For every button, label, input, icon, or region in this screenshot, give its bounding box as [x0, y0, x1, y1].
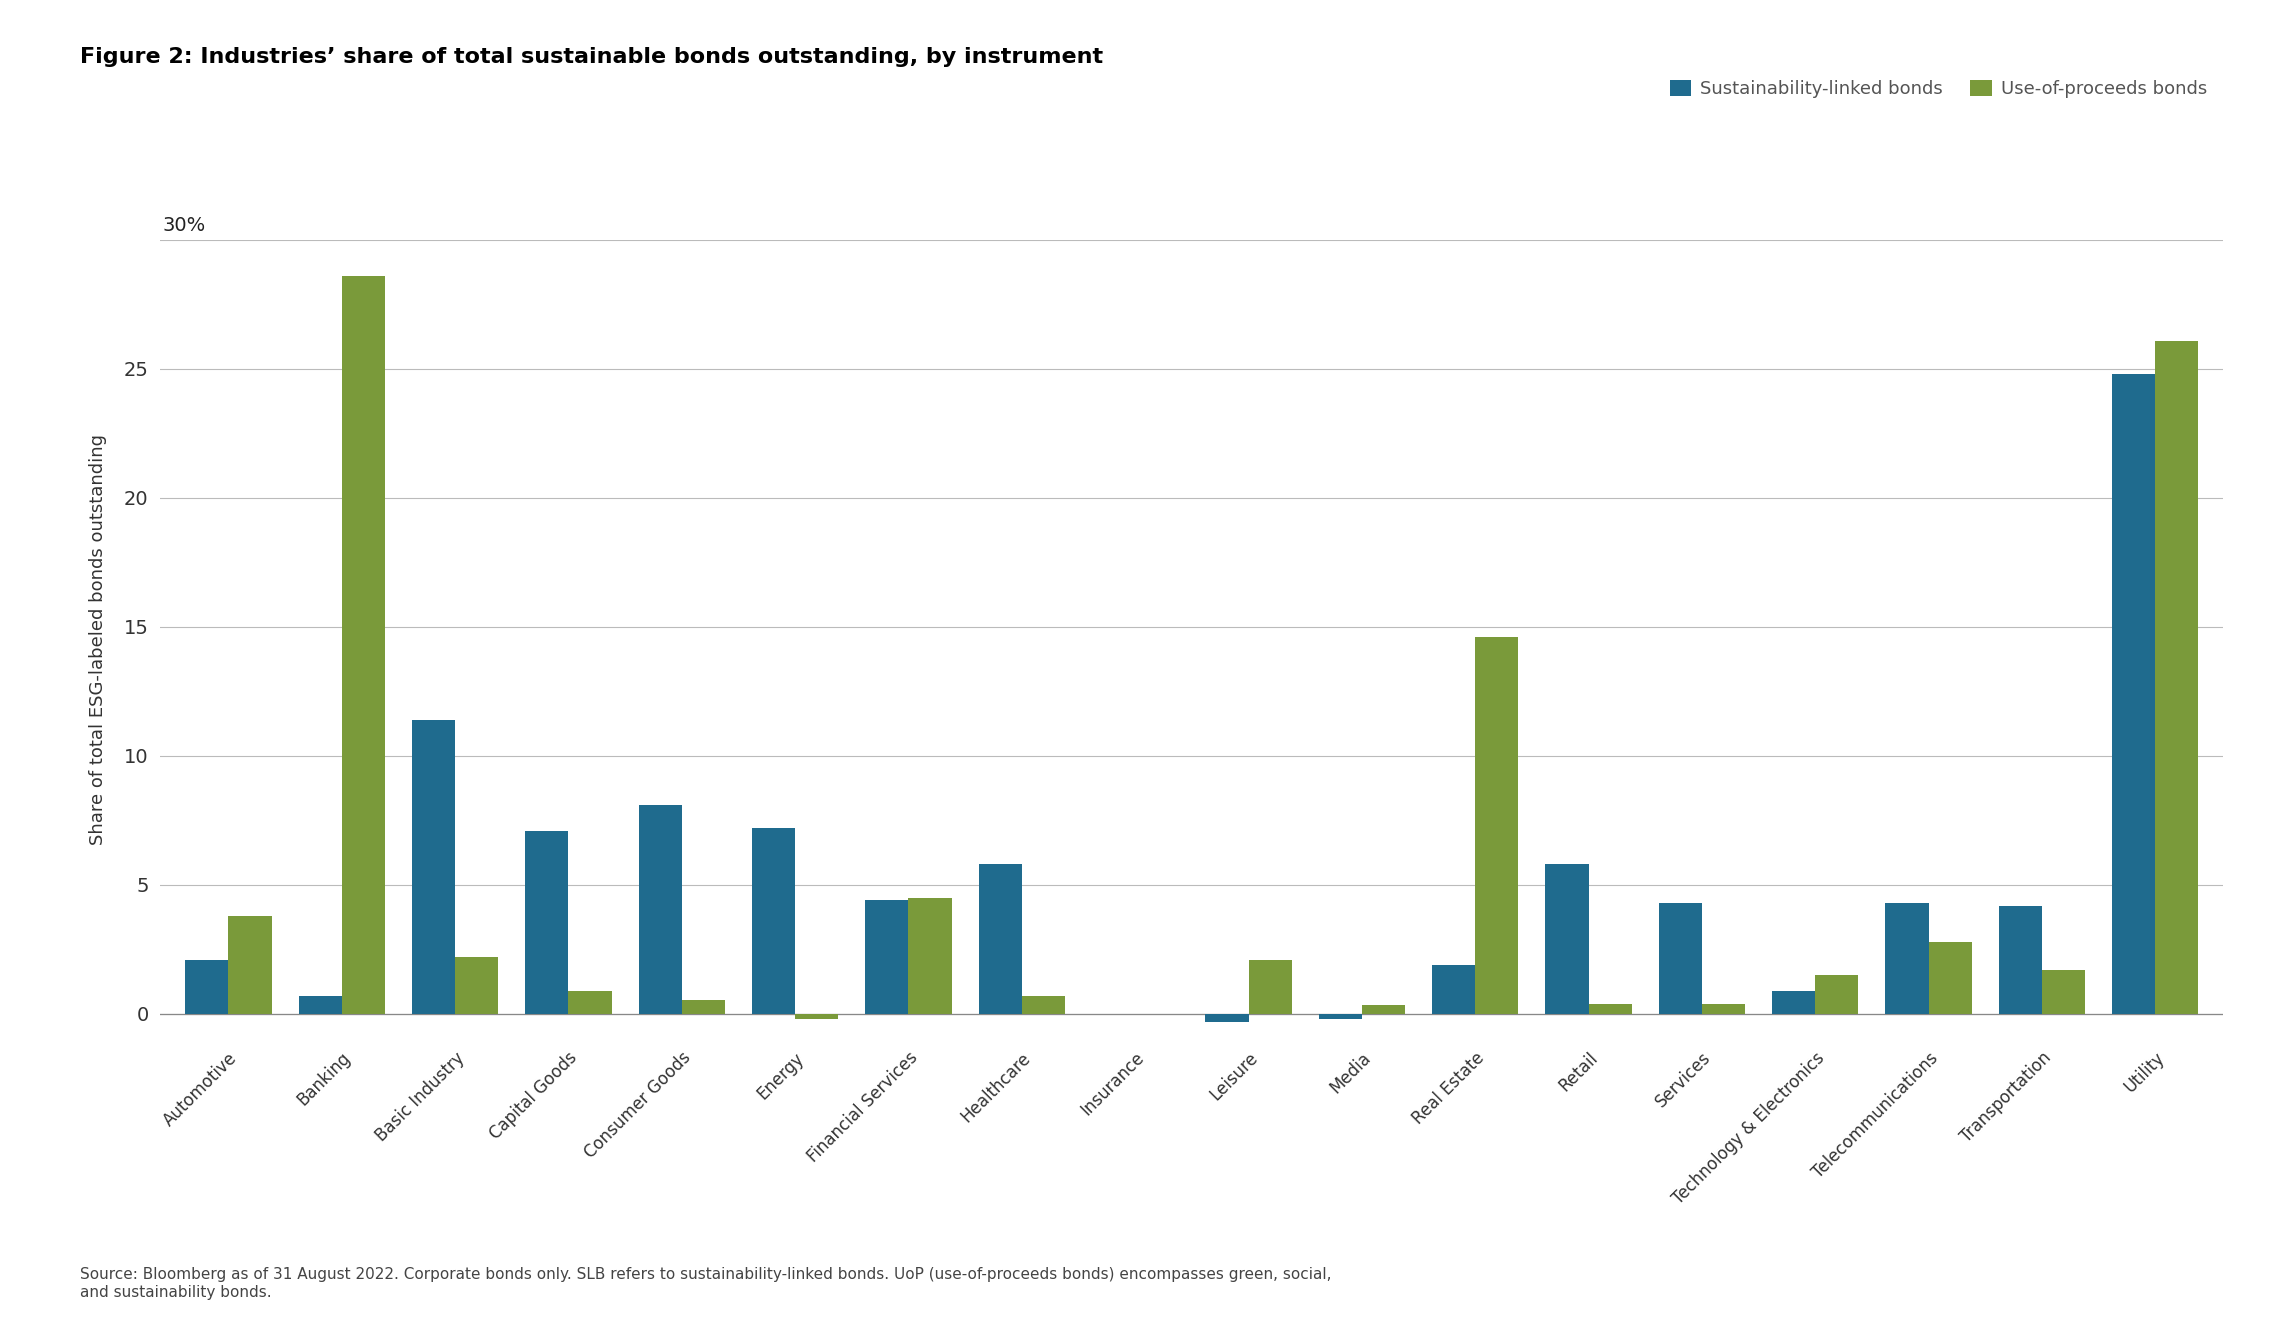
- Bar: [795, 1014, 839, 1020]
- Bar: [979, 864, 1022, 1014]
- Bar: [1432, 965, 1476, 1014]
- Bar: [1999, 905, 2042, 1014]
- Bar: [342, 276, 385, 1014]
- Bar: [2154, 340, 2198, 1014]
- Bar: [1588, 1004, 1632, 1014]
- Bar: [1476, 637, 1517, 1014]
- Text: Figure 2: Industries’ share of total sustainable bonds outstanding, by instrumen: Figure 2: Industries’ share of total sus…: [80, 47, 1102, 67]
- Bar: [866, 900, 908, 1014]
- Bar: [525, 830, 568, 1014]
- Bar: [752, 828, 795, 1014]
- Bar: [229, 916, 270, 1014]
- Bar: [1886, 902, 1928, 1014]
- Bar: [298, 996, 342, 1014]
- Y-axis label: Share of total ESG-labeled bonds outstanding: Share of total ESG-labeled bonds outstan…: [89, 435, 108, 845]
- Bar: [2042, 970, 2086, 1014]
- Text: 30%: 30%: [163, 216, 206, 235]
- Bar: [1928, 941, 1971, 1014]
- Bar: [1361, 1005, 1405, 1014]
- Bar: [413, 720, 456, 1014]
- Bar: [186, 960, 229, 1014]
- Bar: [1772, 990, 1815, 1014]
- Bar: [1815, 976, 1859, 1014]
- Text: Source: Bloomberg as of 31 August 2022. Corporate bonds only. SLB refers to sust: Source: Bloomberg as of 31 August 2022. …: [80, 1268, 1332, 1300]
- Bar: [456, 957, 497, 1014]
- Bar: [1545, 864, 1588, 1014]
- Bar: [2113, 375, 2154, 1014]
- Bar: [1659, 902, 1703, 1014]
- Bar: [1318, 1014, 1361, 1020]
- Bar: [1703, 1004, 1744, 1014]
- Legend: Sustainability-linked bonds, Use-of-proceeds bonds: Sustainability-linked bonds, Use-of-proc…: [1662, 73, 2214, 105]
- Bar: [1249, 960, 1293, 1014]
- Bar: [639, 805, 681, 1014]
- Bar: [1206, 1014, 1249, 1021]
- Bar: [908, 898, 951, 1014]
- Bar: [681, 1000, 724, 1014]
- Bar: [568, 990, 612, 1014]
- Bar: [1022, 996, 1066, 1014]
